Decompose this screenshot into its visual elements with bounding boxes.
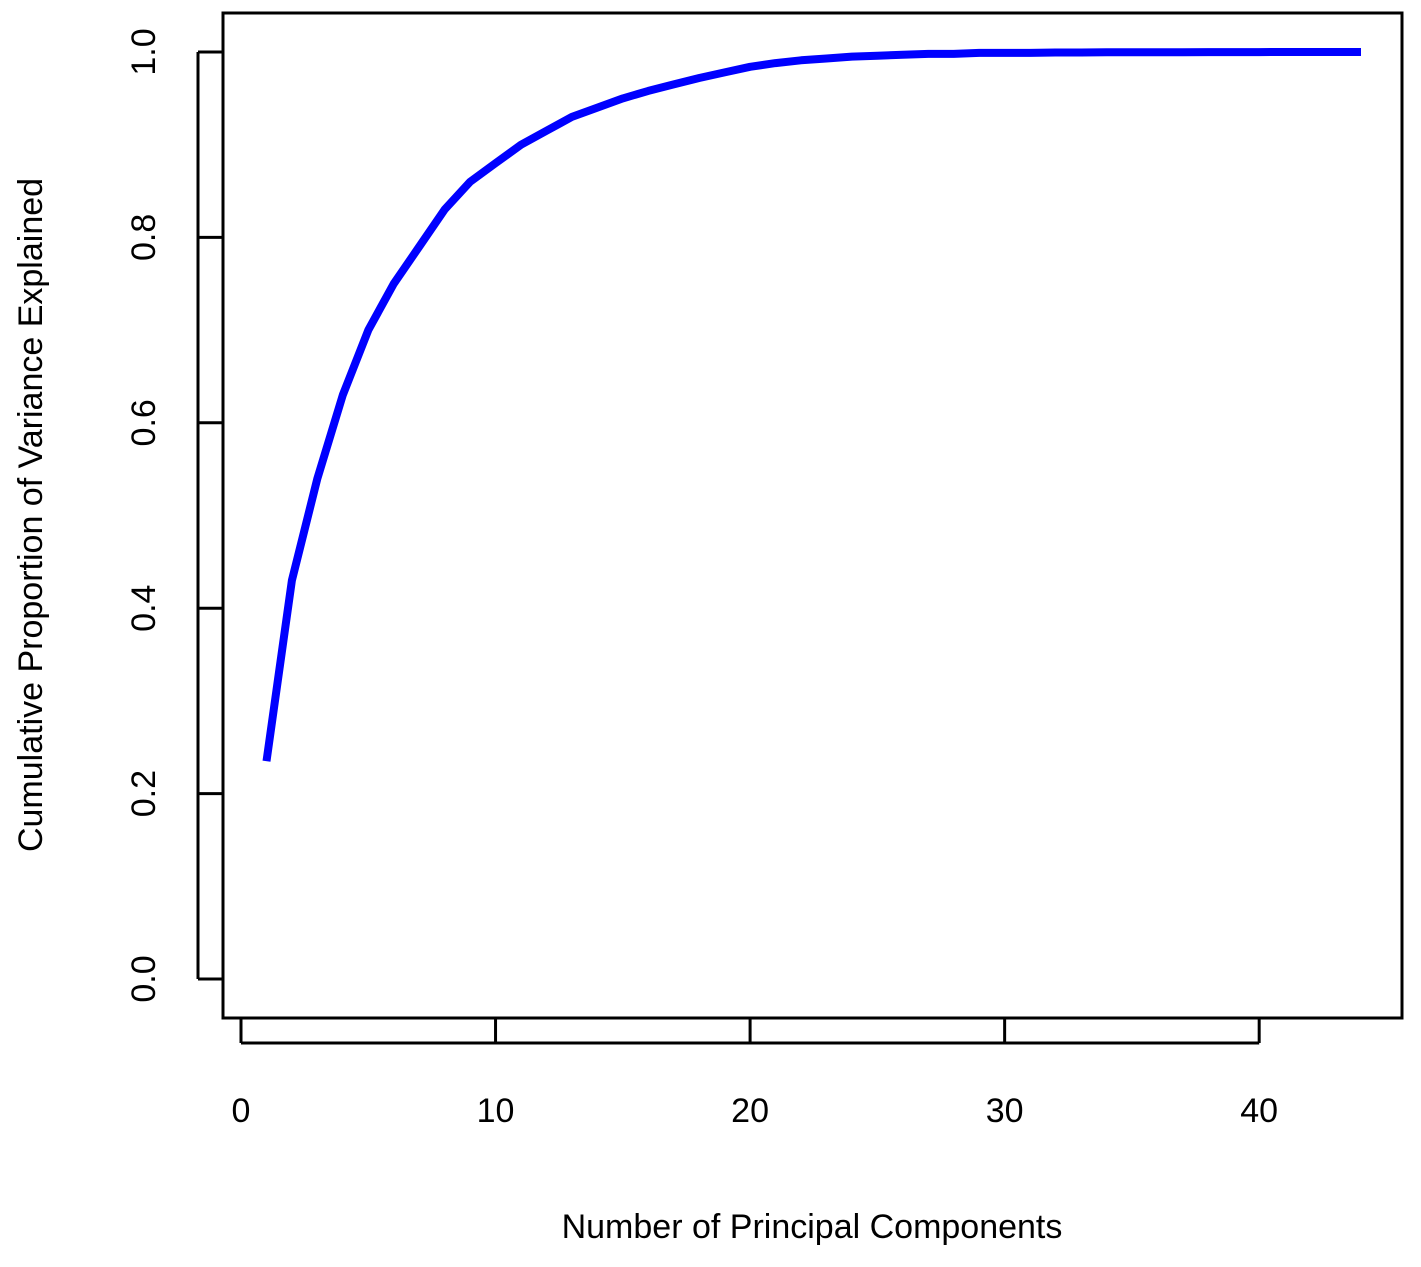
y-tick-label: 0.2 <box>125 770 163 817</box>
y-axis: 0.0 0.2 0.4 0.6 0.8 1.0 <box>125 28 223 1003</box>
x-tick-label: 20 <box>731 1092 769 1130</box>
y-tick-label: 0.0 <box>125 955 163 1002</box>
plot-area <box>262 48 1361 762</box>
x-axis-label: Number of Principal Components <box>562 1208 1063 1246</box>
x-tick-label: 40 <box>1240 1092 1278 1130</box>
x-tick-label: 0 <box>232 1092 251 1130</box>
x-tick-label: 30 <box>986 1092 1024 1130</box>
y-tick-label: 0.8 <box>125 214 163 261</box>
plot-frame <box>221 11 1404 1020</box>
y-tick-label: 0.4 <box>125 585 163 632</box>
series-line <box>262 48 1361 762</box>
y-tick-label: 0.6 <box>125 399 163 446</box>
x-axis: 0 10 20 30 40 <box>232 1018 1278 1130</box>
y-axis-label: Cumulative Proportion of Variance Explai… <box>12 178 50 852</box>
x-tick-label: 10 <box>477 1092 515 1130</box>
y-tick-label: 1.0 <box>125 28 163 75</box>
